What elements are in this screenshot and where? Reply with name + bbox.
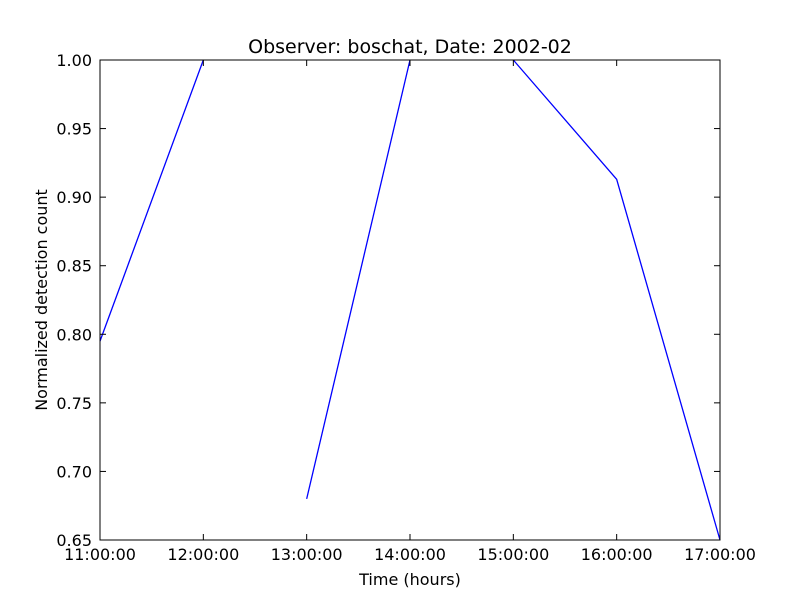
series-line-segment-3 <box>512 59 721 541</box>
x-tick-label: 14:00:00 <box>374 545 446 564</box>
series-line-segment-2 <box>306 59 411 500</box>
x-tick-label: 17:00:00 <box>684 545 756 564</box>
y-tick-label: 1.00 <box>56 51 92 70</box>
y-tick-label: 0.85 <box>56 257 92 276</box>
y-axis-label: Normalized detection count <box>32 189 51 411</box>
x-tick-label: 12:00:00 <box>167 545 239 564</box>
tick-layer: 11:00:00 12:00:00 13:00:00 14:00:00 15:00:00… <box>56 51 756 564</box>
y-tick-label: 0.65 <box>56 531 92 550</box>
x-tick-label: 13:00:00 <box>271 545 343 564</box>
x-tick-label: 11:00:00 <box>64 545 136 564</box>
y-tick-label: 0.95 <box>56 120 92 139</box>
series-line-segment-1 <box>99 59 204 342</box>
x-tick-label: 15:00:00 <box>477 545 549 564</box>
y-tick-label: 0.75 <box>56 394 92 413</box>
x-axis-label: Time (hours) <box>358 570 461 589</box>
plot-area-frame <box>99 59 721 541</box>
y-tick-label: 0.80 <box>56 325 92 344</box>
chart-title: Observer: boschat, Date: 2002-02 <box>248 36 572 58</box>
y-tick-label: 0.90 <box>56 188 92 207</box>
data-layer <box>99 59 721 541</box>
x-tick-label: 16:00:00 <box>581 545 653 564</box>
y-tick-label: 0.70 <box>56 462 92 481</box>
